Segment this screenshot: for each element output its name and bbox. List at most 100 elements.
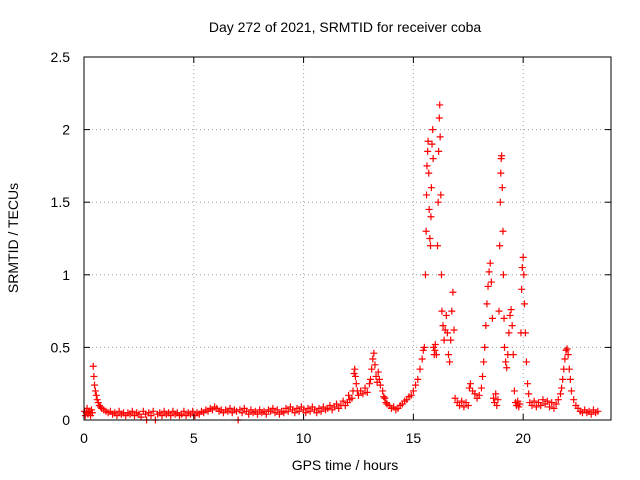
- data-point: [539, 396, 547, 404]
- data-point: [440, 336, 448, 344]
- data-point: [520, 271, 528, 279]
- data-point: [487, 278, 495, 286]
- data-point: [496, 198, 504, 206]
- data-point: [567, 387, 575, 395]
- data-point: [490, 394, 498, 402]
- data-point: [238, 409, 246, 417]
- data-point: [370, 349, 378, 357]
- data-point: [253, 410, 261, 418]
- x-axis-label: GPS time / hours: [292, 457, 399, 473]
- data-point: [435, 147, 443, 155]
- data-point: [518, 285, 526, 293]
- data-point: [442, 311, 450, 319]
- data-point: [376, 381, 384, 389]
- data-point: [426, 235, 434, 242]
- data-point: [427, 213, 435, 221]
- data-point: [510, 387, 518, 395]
- data-point: [458, 397, 466, 405]
- data-point: [507, 306, 515, 314]
- data-point: [550, 404, 558, 412]
- data-point: [437, 191, 445, 199]
- data-point: [425, 205, 433, 213]
- grid-layer: [84, 57, 611, 420]
- x-tick-label: 20: [515, 430, 531, 446]
- data-point: [546, 403, 554, 411]
- data-point: [552, 400, 560, 408]
- data-point: [451, 394, 459, 402]
- points-layer: [80, 101, 602, 424]
- data-point: [431, 340, 439, 348]
- data-point: [333, 400, 341, 408]
- data-point: [306, 407, 314, 415]
- x-tick-label: 5: [190, 430, 198, 446]
- data-point: [158, 412, 166, 420]
- data-point: [503, 364, 511, 372]
- data-point: [506, 311, 514, 319]
- data-point: [445, 351, 453, 359]
- data-point: [530, 397, 538, 405]
- y-tick-label: 1: [62, 267, 70, 283]
- data-point: [369, 355, 377, 363]
- data-point: [407, 391, 415, 399]
- data-point: [543, 397, 551, 405]
- x-tick-label: 10: [296, 430, 312, 446]
- data-point: [313, 409, 321, 417]
- data-point: [284, 407, 292, 415]
- data-point: [428, 140, 436, 148]
- data-point: [88, 409, 96, 417]
- y-tick-label: 2: [62, 122, 70, 138]
- data-point: [434, 198, 442, 206]
- data-point: [326, 401, 334, 409]
- data-point: [424, 137, 432, 145]
- data-point: [423, 191, 431, 199]
- data-point: [447, 336, 455, 344]
- data-point: [559, 375, 567, 383]
- data-point: [498, 152, 506, 160]
- data-point: [352, 380, 360, 388]
- data-point: [464, 401, 472, 409]
- data-point: [587, 410, 595, 418]
- data-point: [371, 361, 379, 369]
- data-point: [501, 343, 509, 351]
- data-point: [113, 412, 121, 420]
- data-point: [566, 375, 574, 383]
- data-point: [570, 396, 578, 404]
- data-point: [471, 390, 479, 398]
- data-point: [594, 407, 602, 415]
- x-tick-label: 15: [406, 430, 422, 446]
- data-point: [496, 242, 504, 250]
- data-point: [554, 396, 562, 404]
- data-point: [525, 390, 533, 398]
- data-point: [363, 388, 371, 396]
- data-point: [521, 329, 529, 337]
- data-point: [481, 343, 489, 351]
- data-point: [443, 329, 451, 337]
- data-point: [91, 387, 99, 395]
- chart-title: Day 272 of 2021, SRMTID for receiver cob…: [209, 19, 482, 35]
- data-point: [420, 343, 428, 351]
- data-point: [498, 184, 506, 192]
- data-point: [423, 162, 431, 170]
- data-point: [339, 397, 347, 405]
- data-point: [365, 380, 373, 388]
- data-point: [532, 403, 540, 411]
- data-point: [416, 365, 424, 373]
- data-point: [429, 126, 437, 134]
- data-point: [367, 375, 375, 383]
- data-point: [359, 390, 367, 398]
- data-point: [564, 351, 572, 359]
- data-point: [348, 394, 356, 402]
- y-tick-label: 0.5: [51, 339, 71, 355]
- data-point: [561, 355, 569, 363]
- data-point: [233, 407, 241, 415]
- data-point: [89, 362, 97, 370]
- data-point: [291, 409, 299, 417]
- data-point: [479, 372, 487, 380]
- x-tick-label: 0: [80, 430, 88, 446]
- data-point: [565, 365, 573, 373]
- data-point: [520, 300, 528, 308]
- data-point: [427, 184, 435, 192]
- data-point: [351, 365, 359, 373]
- data-point: [374, 368, 382, 376]
